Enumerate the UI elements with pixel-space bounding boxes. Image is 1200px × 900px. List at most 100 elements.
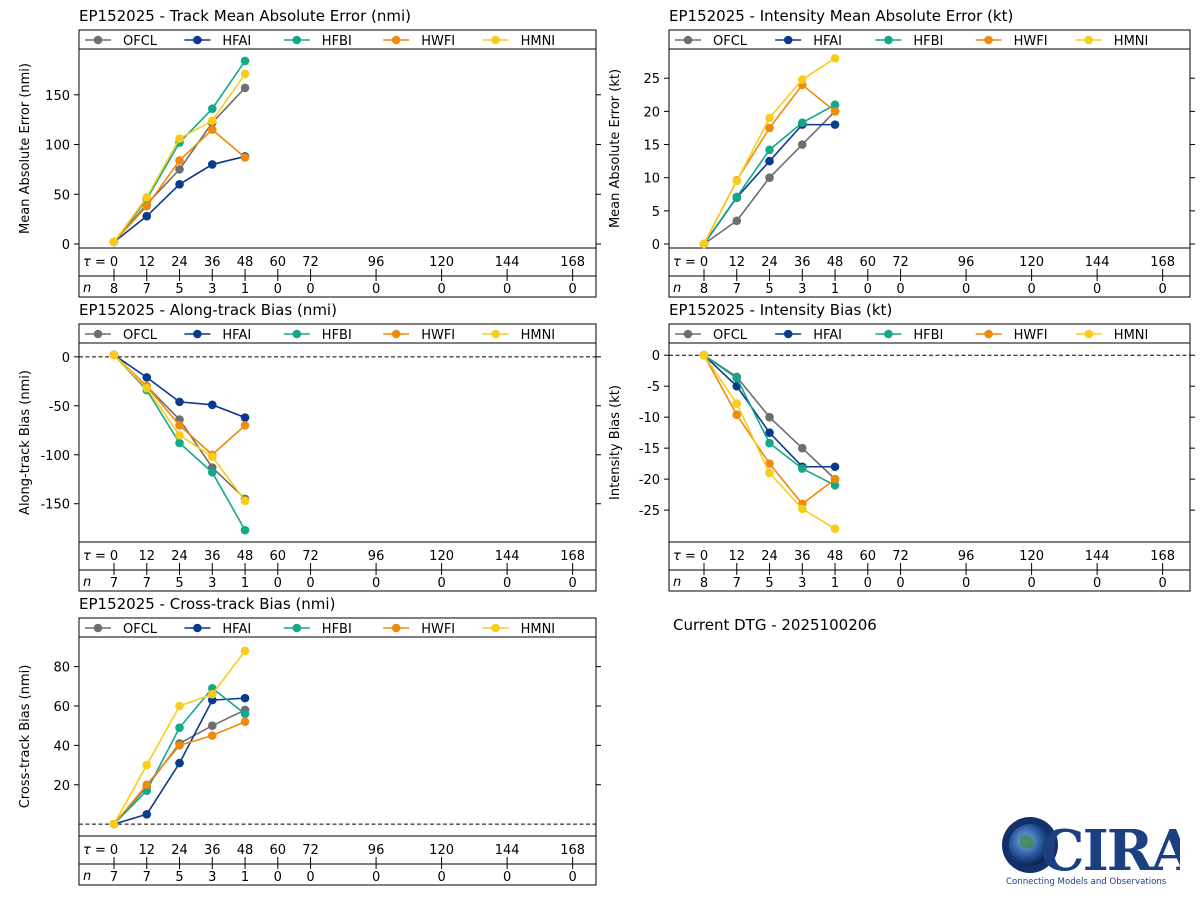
data-point-ofcl — [175, 165, 184, 174]
n-prefix: n — [83, 281, 91, 296]
n-count-label: 7 — [143, 576, 151, 591]
tau-tick-label: 12 — [728, 255, 745, 270]
data-point-hmni — [207, 452, 217, 462]
tau-tick-label: 12 — [138, 549, 155, 564]
data-point-hmni — [142, 760, 152, 770]
tau-tick-label: 0 — [700, 549, 708, 564]
legend-marker-hfbi — [884, 329, 893, 339]
legend-label-ofcl: OFCL — [713, 328, 748, 343]
tau-tick-label: 0 — [700, 255, 708, 270]
n-count-label: 0 — [306, 870, 314, 885]
tau-tick-label: 96 — [958, 549, 975, 564]
tau-tick-label: 36 — [794, 255, 811, 270]
chart-title: EP152025 - Along-track Bias (nmi) — [79, 301, 337, 319]
data-point-hmni — [207, 689, 217, 699]
n-count-label: 0 — [274, 870, 282, 885]
tau-tick-label: 96 — [368, 549, 385, 564]
data-point-hmni — [699, 239, 709, 249]
tau-prefix: τ = — [83, 549, 106, 564]
legend-marker-hfai — [193, 623, 202, 633]
n-count-label: 0 — [306, 576, 314, 591]
data-point-hmni — [830, 54, 840, 63]
legend-marker-hmni — [491, 623, 500, 633]
tau-tick-label: 0 — [110, 843, 118, 858]
y-tick-label: 0 — [652, 238, 660, 253]
data-point-hmni — [142, 192, 152, 202]
y-axis-label: Along-track Bias (nmi) — [18, 370, 33, 515]
y-tick-label: -10 — [639, 411, 660, 426]
n-count-label: 0 — [896, 576, 904, 591]
y-tick-label: 15 — [643, 139, 660, 154]
chart-frame — [78, 29, 597, 298]
y-tick-label: 20 — [53, 779, 70, 794]
legend-marker-hmni — [491, 35, 500, 45]
n-count-label: 5 — [765, 282, 773, 297]
y-tick-label: 80 — [53, 661, 70, 676]
legend-label-hfai: HFAI — [813, 34, 842, 49]
legend-label-hfbi: HFBI — [322, 328, 352, 343]
data-point-hmni — [765, 468, 774, 478]
n-count-label: 0 — [568, 870, 576, 885]
tau-tick-label: 72 — [302, 843, 319, 858]
data-point-hfai — [175, 397, 184, 407]
tau-tick-label: 60 — [270, 843, 287, 858]
n-count-label: 7 — [143, 282, 151, 297]
n-count-label: 0 — [864, 576, 872, 591]
tau-tick-label: 24 — [171, 255, 188, 270]
n-count-label: 0 — [274, 576, 282, 591]
tau-prefix: τ = — [83, 843, 106, 858]
n-count-label: 3 — [798, 576, 806, 591]
chart-frame — [78, 617, 597, 886]
data-point-hfai — [240, 413, 250, 422]
tau-tick-label: 96 — [368, 255, 385, 270]
data-point-hfai — [175, 758, 184, 768]
tau-tick-label: 24 — [171, 549, 188, 564]
cira-logo-text: CIRA — [1040, 818, 1180, 884]
tau-tick-label: 72 — [892, 255, 909, 270]
data-point-hmni — [175, 134, 184, 143]
n-count-label: 1 — [241, 576, 249, 591]
n-count-label: 3 — [208, 576, 216, 591]
legend-marker-ofcl — [683, 35, 693, 45]
n-count-label: 5 — [175, 576, 183, 591]
legend-marker-hwfi — [391, 35, 401, 45]
legend-marker-ofcl — [683, 329, 693, 339]
n-count-label: 7 — [733, 576, 741, 591]
data-point-hfbi — [797, 464, 807, 473]
data-point-hfai — [830, 462, 840, 472]
data-point-hwfi — [207, 731, 217, 740]
tau-tick-label: 120 — [1019, 549, 1044, 564]
data-point-hwfi — [830, 107, 840, 116]
data-point-ofcl — [797, 140, 807, 149]
n-count-label: 0 — [503, 282, 511, 297]
y-tick-label: 50 — [53, 188, 70, 203]
data-point-hfbi — [240, 56, 250, 66]
tau-tick-label: 168 — [560, 255, 585, 270]
data-point-hfbi — [207, 468, 217, 477]
tau-tick-label: 48 — [827, 255, 844, 270]
tau-tick-label: 120 — [429, 255, 454, 270]
legend-marker-ofcl — [93, 623, 103, 633]
data-point-hfai — [240, 693, 250, 703]
data-point-hmni — [109, 819, 119, 829]
tau-tick-label: 72 — [302, 549, 319, 564]
cira-tagline: Connecting Models and Observations — [1006, 877, 1167, 887]
legend-marker-hfai — [783, 35, 793, 45]
data-point-hfai — [207, 160, 217, 169]
tau-prefix: τ = — [83, 255, 106, 270]
tau-tick-label: 36 — [794, 549, 811, 564]
data-point-hwfi — [142, 201, 152, 211]
data-point-ofcl — [765, 173, 774, 182]
tau-tick-label: 120 — [429, 843, 454, 858]
tau-tick-label: 168 — [560, 549, 585, 564]
data-point-hfbi — [175, 438, 184, 448]
data-point-hfbi — [240, 525, 250, 535]
legend-marker-hwfi — [391, 623, 401, 633]
tau-tick-label: 60 — [860, 549, 877, 564]
legend-label-hmni: HMNI — [521, 622, 556, 637]
legend-marker-hmni — [1084, 329, 1094, 339]
tau-tick-label: 144 — [1085, 549, 1110, 564]
tau-tick-label: 72 — [892, 549, 909, 564]
data-point-hwfi — [175, 156, 184, 165]
